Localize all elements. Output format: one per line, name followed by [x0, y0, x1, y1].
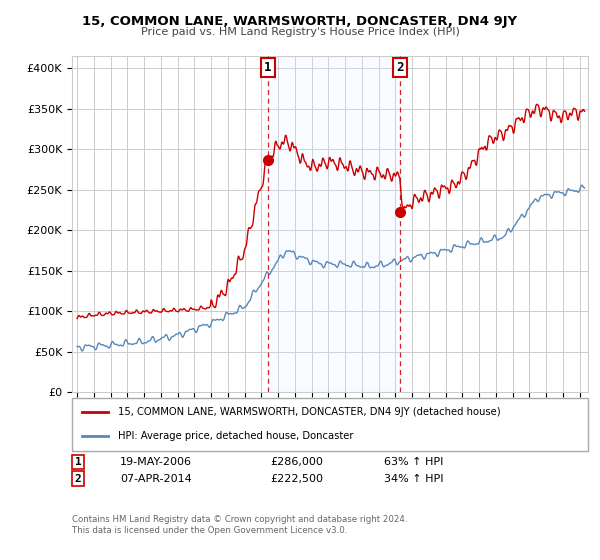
Text: 1: 1: [74, 457, 82, 467]
Text: Price paid vs. HM Land Registry's House Price Index (HPI): Price paid vs. HM Land Registry's House …: [140, 27, 460, 37]
Text: 2: 2: [74, 474, 82, 484]
Bar: [268, 56, 400, 392]
Text: 07-APR-2014: 07-APR-2014: [120, 474, 192, 484]
Text: £286,000: £286,000: [270, 457, 323, 467]
Text: 15, COMMON LANE, WARMSWORTH, DONCASTER, DN4 9JY: 15, COMMON LANE, WARMSWORTH, DONCASTER, …: [82, 15, 518, 28]
Text: 2: 2: [396, 61, 404, 74]
Text: This data is licensed under the Open Government Licence v3.0.: This data is licensed under the Open Gov…: [72, 526, 347, 535]
Text: 1: 1: [264, 61, 271, 74]
Text: £222,500: £222,500: [270, 474, 323, 484]
Text: 63% ↑ HPI: 63% ↑ HPI: [384, 457, 443, 467]
Text: 15, COMMON LANE, WARMSWORTH, DONCASTER, DN4 9JY (detached house): 15, COMMON LANE, WARMSWORTH, DONCASTER, …: [118, 408, 501, 418]
Text: 19-MAY-2006: 19-MAY-2006: [120, 457, 192, 467]
Text: HPI: Average price, detached house, Doncaster: HPI: Average price, detached house, Donc…: [118, 431, 354, 441]
Text: 34% ↑ HPI: 34% ↑ HPI: [384, 474, 443, 484]
FancyBboxPatch shape: [72, 398, 588, 451]
Text: Contains HM Land Registry data © Crown copyright and database right 2024.: Contains HM Land Registry data © Crown c…: [72, 515, 407, 524]
